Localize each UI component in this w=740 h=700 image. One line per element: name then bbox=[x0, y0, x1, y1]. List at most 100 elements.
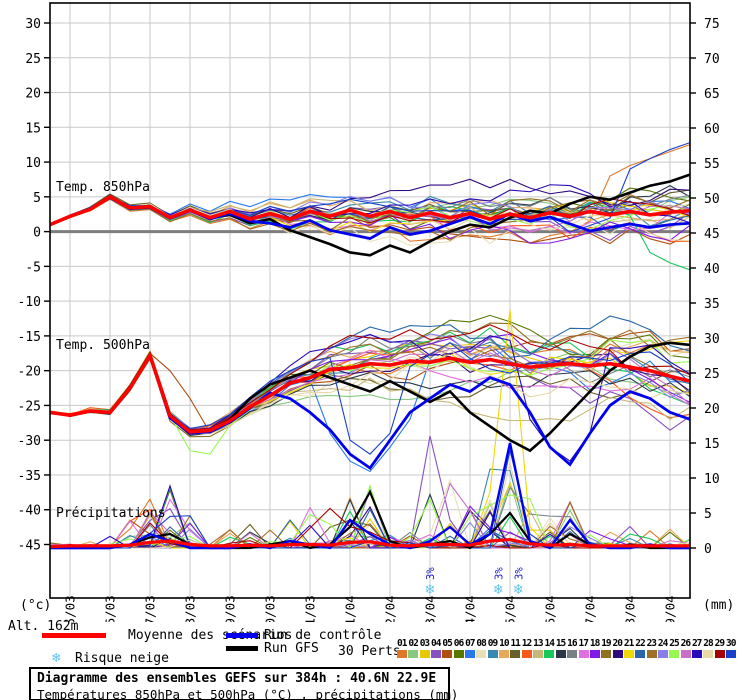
member-line-850 bbox=[50, 193, 690, 241]
left-axis-tick-label: -15 bbox=[18, 330, 41, 345]
member-color-swatch bbox=[601, 650, 612, 658]
left-axis-tick-label: 25 bbox=[25, 52, 41, 67]
member-chip: 11 bbox=[510, 638, 521, 658]
right-axis-tick-label: 60 bbox=[704, 122, 720, 137]
member-chip: 23 bbox=[646, 638, 658, 658]
member-line-precip bbox=[50, 507, 690, 549]
member-color-swatch bbox=[510, 650, 521, 658]
member-number: 05 bbox=[442, 638, 452, 649]
right-axis-tick-label: 65 bbox=[704, 87, 720, 102]
member-color-swatch bbox=[442, 650, 453, 658]
member-color-swatch bbox=[725, 650, 736, 658]
left-axis-unit: (°c) bbox=[20, 598, 51, 613]
left-axis-tick-label: 10 bbox=[25, 156, 41, 171]
member-number: 06 bbox=[453, 638, 464, 649]
left-axis-tick-label: 5 bbox=[33, 191, 41, 206]
date-tick-label: 04/04 bbox=[463, 595, 478, 622]
member-number: 30 bbox=[725, 638, 736, 649]
member-color-swatch bbox=[499, 650, 510, 658]
right-axis-tick-label: 5 bbox=[704, 507, 712, 522]
member-number: 24 bbox=[657, 638, 668, 649]
member-number: 14 bbox=[544, 638, 554, 649]
left-axis-tick-label: 0 bbox=[33, 226, 41, 241]
right-axis-tick-label: 45 bbox=[704, 227, 720, 242]
member-number: 04 bbox=[431, 638, 441, 649]
member-chip: 13 bbox=[533, 638, 544, 658]
section-label-precip: Précipitations bbox=[56, 506, 166, 521]
chart-subtitle: Températures 850hPa et 500hPa (°C) , pré… bbox=[37, 687, 459, 700]
member-chip: 09 bbox=[487, 638, 499, 658]
member-chip: 16 bbox=[567, 638, 578, 658]
right-axis-tick-label: 75 bbox=[704, 17, 720, 32]
member-color-swatch bbox=[555, 650, 566, 658]
control-legend-label: Run de contrôle bbox=[264, 628, 382, 643]
member-color-swatch bbox=[646, 650, 657, 658]
member-chip: 05 bbox=[442, 638, 453, 658]
ensemble-chart: 302520151050-5-10-15-20-25-30-35-40-4575… bbox=[18, 2, 734, 633]
gfs-line-swatch bbox=[226, 646, 258, 651]
right-axis-tick-label: 55 bbox=[704, 157, 720, 172]
member-color-swatch bbox=[397, 650, 407, 658]
member-color-swatch bbox=[623, 650, 634, 658]
member-color-swatch bbox=[465, 650, 476, 658]
member-chip: 03 bbox=[419, 638, 431, 658]
member-chip: 08 bbox=[476, 638, 487, 658]
member-chip: 22 bbox=[635, 638, 646, 658]
right-axis-tick-label: 25 bbox=[704, 367, 720, 382]
member-color-swatch bbox=[476, 650, 487, 658]
member-number: 02 bbox=[408, 638, 418, 649]
member-number: 26 bbox=[680, 638, 691, 649]
section-label-850: Temp. 850hPa bbox=[56, 180, 150, 195]
left-axis-tick-label: 15 bbox=[25, 121, 41, 136]
member-chip: 20 bbox=[612, 638, 624, 658]
left-axis-tick-label: -30 bbox=[18, 434, 41, 449]
left-axis-tick-label: -10 bbox=[18, 295, 41, 310]
date-tick-label: 26/03 bbox=[103, 595, 118, 622]
snow-risk-percent: 3% bbox=[493, 567, 505, 580]
member-chip: 25 bbox=[669, 638, 680, 658]
right-axis-tick-label: 70 bbox=[704, 52, 720, 67]
right-axis-unit: (mm) bbox=[703, 598, 734, 613]
member-chip: 28 bbox=[703, 638, 714, 658]
member-color-swatch bbox=[567, 650, 578, 658]
member-number: 28 bbox=[703, 638, 713, 649]
member-number: 19 bbox=[601, 638, 611, 649]
member-chip: 18 bbox=[589, 638, 601, 658]
member-chip: 01 bbox=[397, 638, 408, 658]
chart-title-box: Diagramme des ensembles GEFS sur 384h : … bbox=[29, 667, 459, 700]
date-tick-label: 06/04 bbox=[543, 595, 558, 622]
date-tick-label: 09/04 bbox=[663, 595, 678, 622]
member-chip: 29 bbox=[714, 638, 726, 658]
date-tick-label: 05/04 bbox=[503, 595, 518, 622]
member-chip: 15 bbox=[555, 638, 567, 658]
right-axis-tick-label: 30 bbox=[704, 332, 720, 347]
member-color-swatch bbox=[431, 650, 442, 658]
member-color-swatch bbox=[680, 650, 691, 658]
gfs-legend-label: Run GFS bbox=[264, 641, 319, 656]
date-tick-label: 29/03 bbox=[223, 595, 238, 622]
mean-precip bbox=[50, 537, 690, 549]
snow-risk-icon: ❄ bbox=[514, 580, 523, 598]
member-number: 27 bbox=[691, 638, 702, 649]
member-color-swatch bbox=[408, 650, 419, 658]
member-chip: 10 bbox=[499, 638, 510, 658]
member-color-swatch bbox=[487, 650, 498, 658]
member-number: 25 bbox=[669, 638, 679, 649]
left-axis-tick-label: -40 bbox=[18, 504, 41, 519]
date-tick-label: 28/03 bbox=[183, 595, 198, 622]
member-chip: 12 bbox=[521, 638, 533, 658]
left-axis-tick-label: -20 bbox=[18, 365, 41, 380]
member-chip: 24 bbox=[657, 638, 669, 658]
right-axis-tick-label: 35 bbox=[704, 297, 720, 312]
member-color-swatch bbox=[578, 650, 589, 658]
right-axis-tick-label: 10 bbox=[704, 472, 720, 487]
member-color-swatch bbox=[589, 650, 600, 658]
perturbation-members-legend: 01 02 03 04 05 06 07 08 09 10 11 12 13 14 15 16 17 18 19 20… bbox=[397, 638, 740, 658]
date-tick-label: 31/03 bbox=[303, 595, 318, 622]
snow-risk-legend-label: Risque neige bbox=[75, 651, 169, 666]
member-chip: 06 bbox=[453, 638, 465, 658]
control-line-swatch bbox=[226, 633, 258, 638]
member-chip: 26 bbox=[680, 638, 692, 658]
member-color-swatch bbox=[419, 650, 430, 658]
